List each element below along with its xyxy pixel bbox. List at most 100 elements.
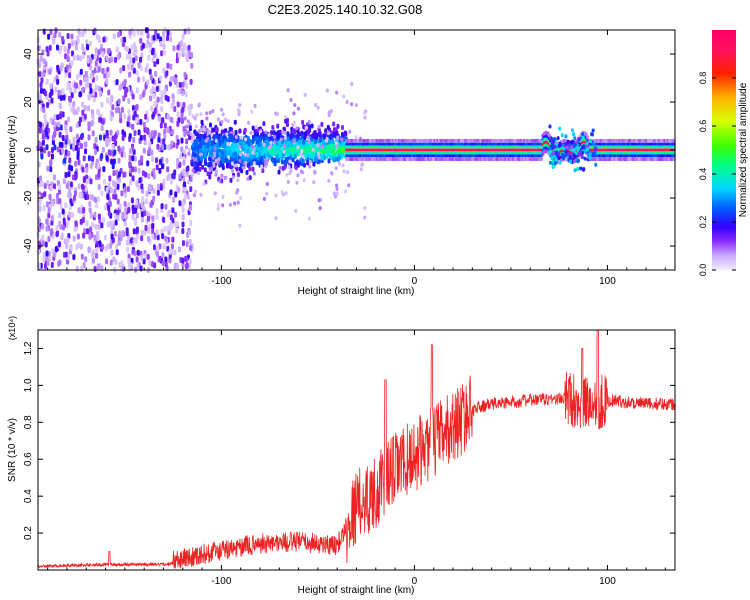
spectrogram-cell xyxy=(573,136,577,141)
spectrogram-cell xyxy=(194,131,198,137)
spectrogram-cell xyxy=(81,183,85,190)
spectrogram-cell xyxy=(273,134,277,139)
spectrogram-cell xyxy=(567,152,571,157)
spectrogram-cell xyxy=(144,113,148,120)
spectrogram-cell xyxy=(147,148,151,155)
spectrogram-cell xyxy=(133,237,137,244)
spectrogram-cell xyxy=(83,76,87,83)
spectrogram-cell xyxy=(54,86,58,93)
spectrogram-cell xyxy=(133,155,137,162)
spectrogram-cell xyxy=(335,130,339,136)
spectrogram-cell xyxy=(115,249,119,256)
spectrogram-cell xyxy=(203,151,207,157)
spectrogram-cell xyxy=(310,141,314,147)
spectrogram-cell xyxy=(114,140,118,147)
spectrogram-cell xyxy=(576,158,580,163)
spectrogram-cell xyxy=(556,147,560,152)
spectrogram-cell xyxy=(194,189,198,194)
spectrogram-cell xyxy=(91,130,95,137)
spectrogram-cell xyxy=(252,171,256,176)
spectrogram-cell xyxy=(278,165,282,170)
spectrogram-cell xyxy=(162,30,166,37)
spectrogram-cell xyxy=(124,87,128,94)
spectrogram-cell xyxy=(226,119,230,124)
spectrogram-cell xyxy=(80,87,84,94)
spectrogram-cell xyxy=(168,125,172,132)
spectrogram-cell xyxy=(108,175,112,182)
spectrogram-cell xyxy=(114,133,118,140)
spectrogram-cell xyxy=(181,257,185,264)
spectrogram-cell xyxy=(140,216,144,223)
spectrogram-cell xyxy=(267,132,271,137)
spectrogram-cell xyxy=(343,141,347,147)
spectrogram-cell xyxy=(48,68,52,75)
spectrogram-cell xyxy=(310,153,314,159)
spectrogram-cell xyxy=(163,128,167,135)
spectrogram-cell xyxy=(111,223,115,230)
spectrogram-cell xyxy=(47,207,51,214)
spectrogram-cell xyxy=(156,183,160,190)
spectrogram-cell xyxy=(45,144,49,151)
spectrogram-cell xyxy=(107,182,111,189)
snr-x-tick-label: 100 xyxy=(599,576,616,587)
spectrogram-cell xyxy=(91,222,95,229)
spectrogram-cell xyxy=(214,172,218,177)
spectrogram-cell xyxy=(265,191,269,196)
spectrogram-cell xyxy=(225,132,229,137)
spectrogram-cell xyxy=(177,246,181,253)
spectrogram-cell xyxy=(122,81,126,88)
spectrogram-cell xyxy=(205,116,209,121)
spectrogram-cell xyxy=(265,140,269,146)
spectrogram-cell xyxy=(344,189,348,194)
spectrogram-cell xyxy=(69,143,73,150)
spectrogram-cell xyxy=(168,257,172,264)
spectrogram-cell xyxy=(85,178,89,185)
spectrogram-cell xyxy=(46,180,50,187)
spectrogram-cell xyxy=(115,46,119,53)
spectrogram-cell xyxy=(335,191,339,196)
spectrogram-cell xyxy=(312,180,316,185)
spectrogram-cell xyxy=(553,144,557,149)
spectrogram-cell xyxy=(119,67,123,74)
spectrogram-cell xyxy=(588,155,592,160)
spectrogram-cell xyxy=(262,135,266,141)
spectrogram-cell xyxy=(95,246,99,253)
spectrogram-cell xyxy=(582,144,586,149)
spectrogram-cell xyxy=(212,163,216,168)
spectrogram-cell xyxy=(80,253,84,260)
spectrogram-cell xyxy=(163,122,167,129)
snr-x-ticks: -100 0 100 xyxy=(47,330,666,587)
snr-xlabel: Height of straight line (km) xyxy=(298,585,415,596)
spectrogram-cell xyxy=(205,127,209,132)
spectrogram-cell xyxy=(312,161,316,167)
spectrogram-cell xyxy=(121,230,125,237)
spectrogram-cell xyxy=(37,248,41,255)
spectrogram-cell xyxy=(167,209,171,216)
spectrogram-cell xyxy=(147,54,151,61)
spectrogram-cell xyxy=(116,53,120,60)
spectrogram-cell xyxy=(222,143,226,149)
spectrogram-cell xyxy=(53,144,57,151)
spectrogram-cell xyxy=(562,146,566,151)
spectrogram-cell xyxy=(293,103,297,108)
spectrogram-cell xyxy=(276,145,280,151)
spectrogram-cell xyxy=(102,178,106,185)
spectrogram-cell xyxy=(308,159,312,164)
spectrogram-cell xyxy=(56,64,60,71)
spectrogram-cell xyxy=(78,116,82,123)
spectrogram-cell xyxy=(148,68,152,75)
spectrogram-cell xyxy=(48,194,52,201)
spectrogram-cell xyxy=(132,30,136,37)
spectrogram-cell xyxy=(89,226,93,233)
spectrogram-cell xyxy=(147,173,151,180)
spectrogram-cell xyxy=(47,33,51,40)
spectrogram-cell xyxy=(91,113,95,120)
spectrogram-cell xyxy=(95,74,99,81)
spectrogram-cell xyxy=(94,53,98,60)
spectrogram-cell xyxy=(55,231,59,238)
spectrogram-cell xyxy=(123,220,127,227)
spectrogram-cell xyxy=(257,151,261,157)
spectrogram-cell xyxy=(86,57,90,64)
spectrogram-cell xyxy=(317,155,321,160)
